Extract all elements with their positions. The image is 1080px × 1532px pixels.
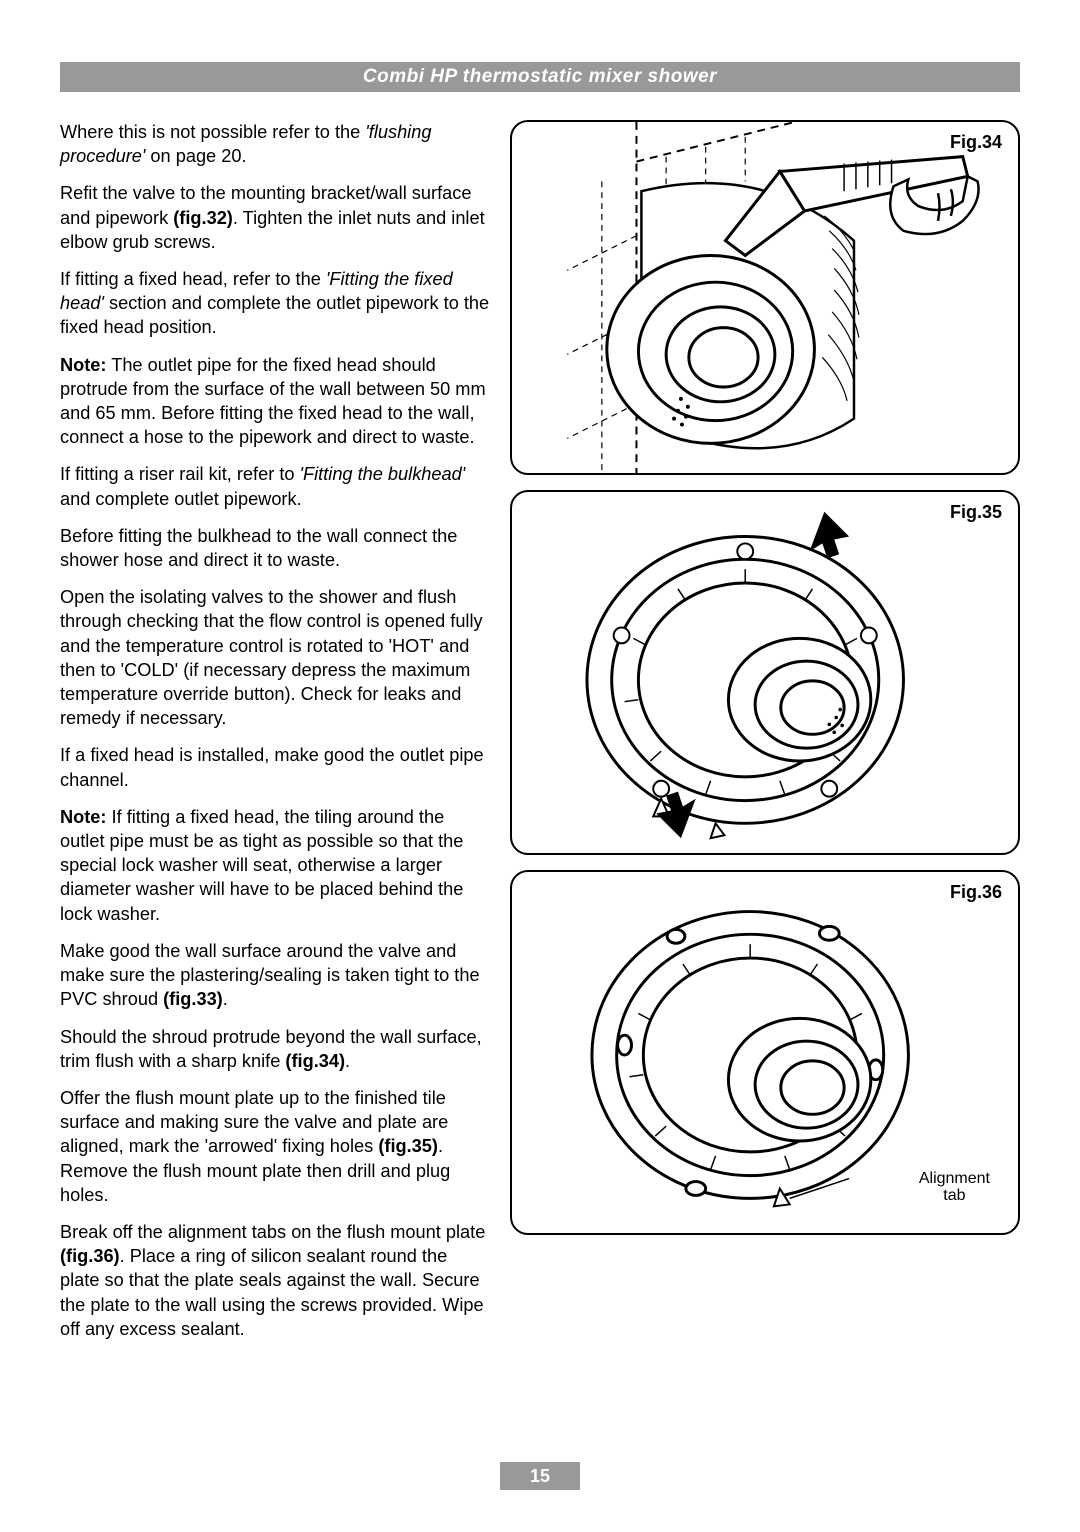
figure-34: Fig.34 bbox=[510, 120, 1020, 475]
header-bar: Combi HP thermostatic mixer shower bbox=[60, 62, 1020, 92]
page-number-bar: 15 bbox=[500, 1462, 580, 1490]
paragraph: If fitting a riser rail kit, refer to 'F… bbox=[60, 462, 490, 510]
figure-annotation: Alignment tab bbox=[919, 1170, 990, 1205]
paragraph: Where this is not possible refer to the … bbox=[60, 120, 490, 168]
paragraph: If a fixed head is installed, make good … bbox=[60, 743, 490, 791]
paragraph: Offer the flush mount plate up to the fi… bbox=[60, 1086, 490, 1207]
text-column: Where this is not possible refer to the … bbox=[60, 120, 490, 1354]
figure-label: Fig.35 bbox=[950, 502, 1002, 523]
paragraph: Note: The outlet pipe for the fixed head… bbox=[60, 353, 490, 450]
header-title: Combi HP thermostatic mixer shower bbox=[363, 66, 717, 88]
paragraph: Should the shroud protrude beyond the wa… bbox=[60, 1025, 490, 1073]
paragraph: Make good the wall surface around the va… bbox=[60, 939, 490, 1012]
paragraph: Open the isolating valves to the shower … bbox=[60, 585, 490, 730]
page-number: 15 bbox=[530, 1466, 550, 1487]
content-area: Where this is not possible refer to the … bbox=[60, 120, 1020, 1354]
paragraph: Break off the alignment tabs on the flus… bbox=[60, 1220, 490, 1341]
paragraph: Refit the valve to the mounting bracket/… bbox=[60, 181, 490, 254]
paragraph: Before fitting the bulkhead to the wall … bbox=[60, 524, 490, 572]
figure-35-illustration bbox=[512, 492, 1018, 853]
paragraph: If fitting a fixed head, refer to the 'F… bbox=[60, 267, 490, 340]
figure-label: Fig.36 bbox=[950, 882, 1002, 903]
figure-34-illustration bbox=[512, 122, 1018, 473]
figure-36: Fig.36 bbox=[510, 870, 1020, 1235]
figure-column: Fig.34 bbox=[510, 120, 1020, 1354]
paragraph: Note: If fitting a fixed head, the tilin… bbox=[60, 805, 490, 926]
figure-label: Fig.34 bbox=[950, 132, 1002, 153]
figure-35: Fig.35 bbox=[510, 490, 1020, 855]
